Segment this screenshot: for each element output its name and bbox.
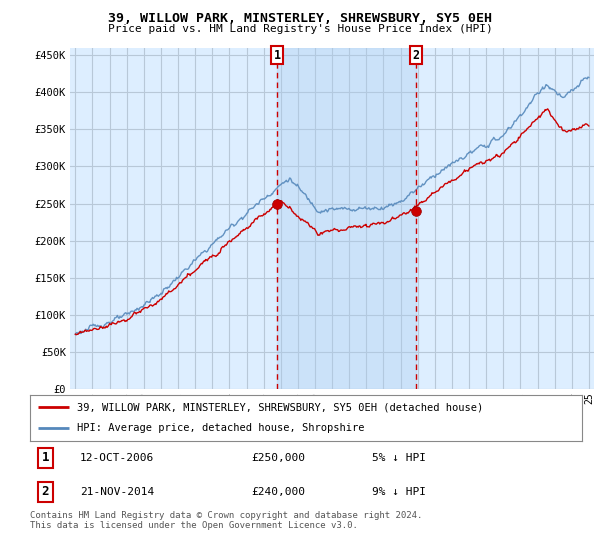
Text: Price paid vs. HM Land Registry's House Price Index (HPI): Price paid vs. HM Land Registry's House … [107, 24, 493, 34]
Text: 5% ↓ HPI: 5% ↓ HPI [372, 452, 426, 463]
Bar [277, 48, 416, 389]
Text: 12-OCT-2006: 12-OCT-2006 [80, 452, 154, 463]
Text: HPI: Average price, detached house, Shropshire: HPI: Average price, detached house, Shro… [77, 423, 364, 433]
Text: 1: 1 [274, 49, 281, 62]
Text: £240,000: £240,000 [251, 487, 305, 497]
Text: 2: 2 [412, 49, 419, 62]
Text: 39, WILLOW PARK, MINSTERLEY, SHREWSBURY, SY5 0EH: 39, WILLOW PARK, MINSTERLEY, SHREWSBURY,… [108, 12, 492, 25]
Text: 9% ↓ HPI: 9% ↓ HPI [372, 487, 426, 497]
Text: 39, WILLOW PARK, MINSTERLEY, SHREWSBURY, SY5 0EH (detached house): 39, WILLOW PARK, MINSTERLEY, SHREWSBURY,… [77, 402, 483, 412]
Text: 21-NOV-2014: 21-NOV-2014 [80, 487, 154, 497]
Text: 1: 1 [42, 451, 49, 464]
Text: Contains HM Land Registry data © Crown copyright and database right 2024.
This d: Contains HM Land Registry data © Crown c… [30, 511, 422, 530]
Text: 2: 2 [42, 486, 49, 498]
Text: £250,000: £250,000 [251, 452, 305, 463]
